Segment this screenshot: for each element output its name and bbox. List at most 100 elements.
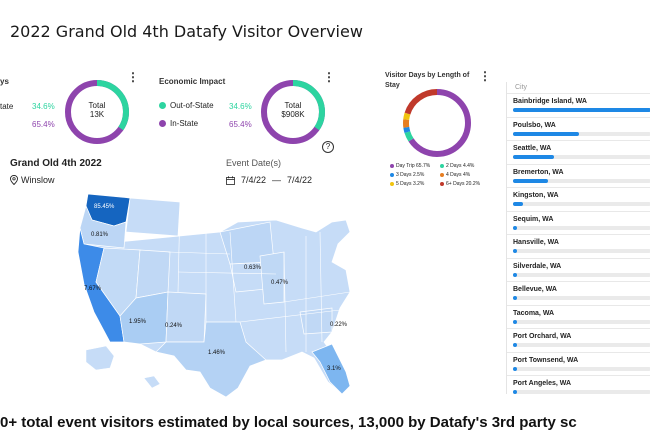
los-menu-icon[interactable]: ⋮ — [479, 69, 491, 83]
los-legend-5-days: 5 Days 3.2% — [390, 181, 424, 187]
map-label-mn: 0.63% — [244, 265, 262, 271]
in-state-dot — [159, 120, 166, 127]
city-row[interactable]: Seattle, WA — [507, 140, 650, 164]
los-donut — [403, 89, 471, 157]
city-bar-track — [513, 225, 650, 230]
event-end-date: 7/4/22 — [287, 175, 313, 185]
map-label-or: 0.81% — [91, 232, 109, 238]
city-name: Sequim, WA — [513, 215, 554, 223]
economic-total-label: Total — [284, 101, 302, 110]
city-bar — [513, 272, 518, 277]
city-bar-track — [513, 131, 650, 136]
us-map — [77, 193, 351, 397]
los-legend-3-days: 3 Days 2.5% — [390, 172, 424, 178]
map-label-nm: 0.24% — [165, 323, 183, 329]
event-name: Grand Old 4th 2022 — [10, 158, 102, 169]
city-bar-track — [513, 155, 650, 159]
visitor-days-card-title: ys — [0, 77, 9, 86]
visitor-days-total-label: Total — [88, 101, 106, 110]
economic-legend-in: In-State — [159, 119, 198, 128]
city-row[interactable]: Kingston, WA — [507, 187, 650, 211]
location-pin-icon — [10, 175, 18, 185]
los-title: Visitor Days by Length of Stay — [385, 72, 470, 89]
city-row[interactable]: Silverdale, WA — [507, 257, 650, 282]
city-bar — [513, 155, 555, 159]
map-label-az: 1.95% — [129, 319, 147, 325]
city-row[interactable]: Port Angeles, WA — [507, 375, 650, 399]
economic-legend-out-label: Out-of-State — [170, 101, 214, 110]
city-bar — [513, 178, 548, 183]
page-title: 2022 Grand Old 4th Datafy Visitor Overvi… — [10, 22, 363, 41]
map-label-tx: 1.46% — [208, 350, 226, 356]
economic-menu-icon[interactable]: ⋮ — [323, 70, 335, 84]
map-label-ca: 7.67% — [84, 286, 102, 292]
city-row[interactable]: Bremerton, WA — [507, 163, 650, 188]
city-bar-track — [513, 319, 650, 324]
city-name: Bellevue, WA — [513, 286, 557, 293]
event-location-label: Winslow — [21, 175, 55, 185]
los-legend-6-days: 6+ Days 20.2% — [440, 181, 480, 187]
event-date-separator: — — [272, 175, 282, 185]
city-bar-track — [513, 366, 650, 371]
city-name: Seattle, WA — [513, 145, 552, 152]
city-name: Silverdale, WA — [513, 262, 562, 270]
city-bar-track — [513, 343, 650, 347]
city-row[interactable]: Port Townsend, WA — [507, 351, 650, 376]
map-label-fl: 3.1% — [327, 366, 341, 372]
map-label-wa: 85.45% — [94, 204, 115, 210]
economic-out-pct: 34.6% — [229, 102, 252, 111]
city-name: Port Orchard, WA — [513, 333, 572, 340]
city-name: Tacoma, WA — [513, 309, 555, 317]
los-legend-day-trip: Day Trip 65.7% — [390, 163, 430, 169]
city-row[interactable]: Bainbridge Island, WA — [507, 93, 650, 117]
visitor-days-out-label: tate — [0, 102, 14, 111]
map-label-va: 0.22% — [330, 322, 348, 328]
city-column-header: City — [515, 84, 528, 91]
city-bar-track — [513, 390, 650, 394]
footer-caption: 0+ total event visitors estimated by loc… — [0, 414, 577, 431]
city-name: Bainbridge Island, WA — [513, 98, 587, 105]
economic-legend-in-label: In-State — [170, 119, 199, 128]
city-bar-track — [513, 272, 650, 277]
city-row[interactable]: Tacoma, WA — [507, 304, 650, 329]
city-bar — [513, 343, 517, 347]
city-name: Hansville, WA — [513, 239, 559, 246]
event-start-date: 7/4/22 — [241, 175, 267, 185]
city-bar-track — [513, 202, 650, 206]
city-row[interactable]: Poulsbo, WA — [507, 116, 650, 141]
los-legend-4-days: 4 Days 4% — [440, 172, 470, 178]
city-name: Bremerton, WA — [513, 168, 564, 176]
city-bar-track — [513, 296, 650, 300]
city-bar — [513, 319, 518, 324]
event-date-label: Event Date(s) — [226, 158, 282, 168]
event-date-range[interactable]: 7/4/22 — 7/4/22 — [226, 175, 312, 185]
city-bar — [513, 249, 518, 253]
city-name: Poulsbo, WA — [513, 121, 556, 129]
los-legend-2-days: 2 Days 4.4% — [440, 163, 474, 169]
city-row[interactable]: Port Orchard, WA — [507, 328, 650, 352]
visitor-days-menu-icon[interactable]: ⋮ — [127, 70, 139, 84]
city-bar — [513, 366, 517, 371]
city-bar-track — [513, 249, 650, 253]
visitor-days-donut — [65, 80, 129, 144]
city-panel: City Bainbridge Island, WA Poulsbo, WA Sea… — [506, 82, 650, 394]
city-row[interactable]: Bellevue, WA — [507, 281, 650, 305]
economic-legend-out: Out-of-State — [159, 101, 214, 110]
help-icon[interactable]: ? — [322, 141, 334, 153]
city-bar — [513, 202, 523, 206]
visitor-days-total-value: 13K — [89, 110, 105, 119]
economic-in-pct: 65.4% — [229, 120, 252, 129]
out-of-state-dot — [159, 102, 166, 109]
city-row[interactable]: Sequim, WA — [507, 210, 650, 235]
city-bar — [513, 131, 580, 136]
city-bar-track — [513, 178, 650, 183]
visitor-days-in-pct: 65.4% — [32, 120, 55, 129]
city-bar — [513, 296, 518, 300]
event-location: Winslow — [10, 175, 55, 185]
city-name: Port Angeles, WA — [513, 380, 572, 387]
city-bar — [513, 390, 517, 394]
city-name: Port Townsend, WA — [513, 356, 579, 364]
city-row[interactable]: Hansville, WA — [507, 234, 650, 258]
city-bar — [513, 108, 650, 112]
economic-donut — [261, 80, 325, 144]
